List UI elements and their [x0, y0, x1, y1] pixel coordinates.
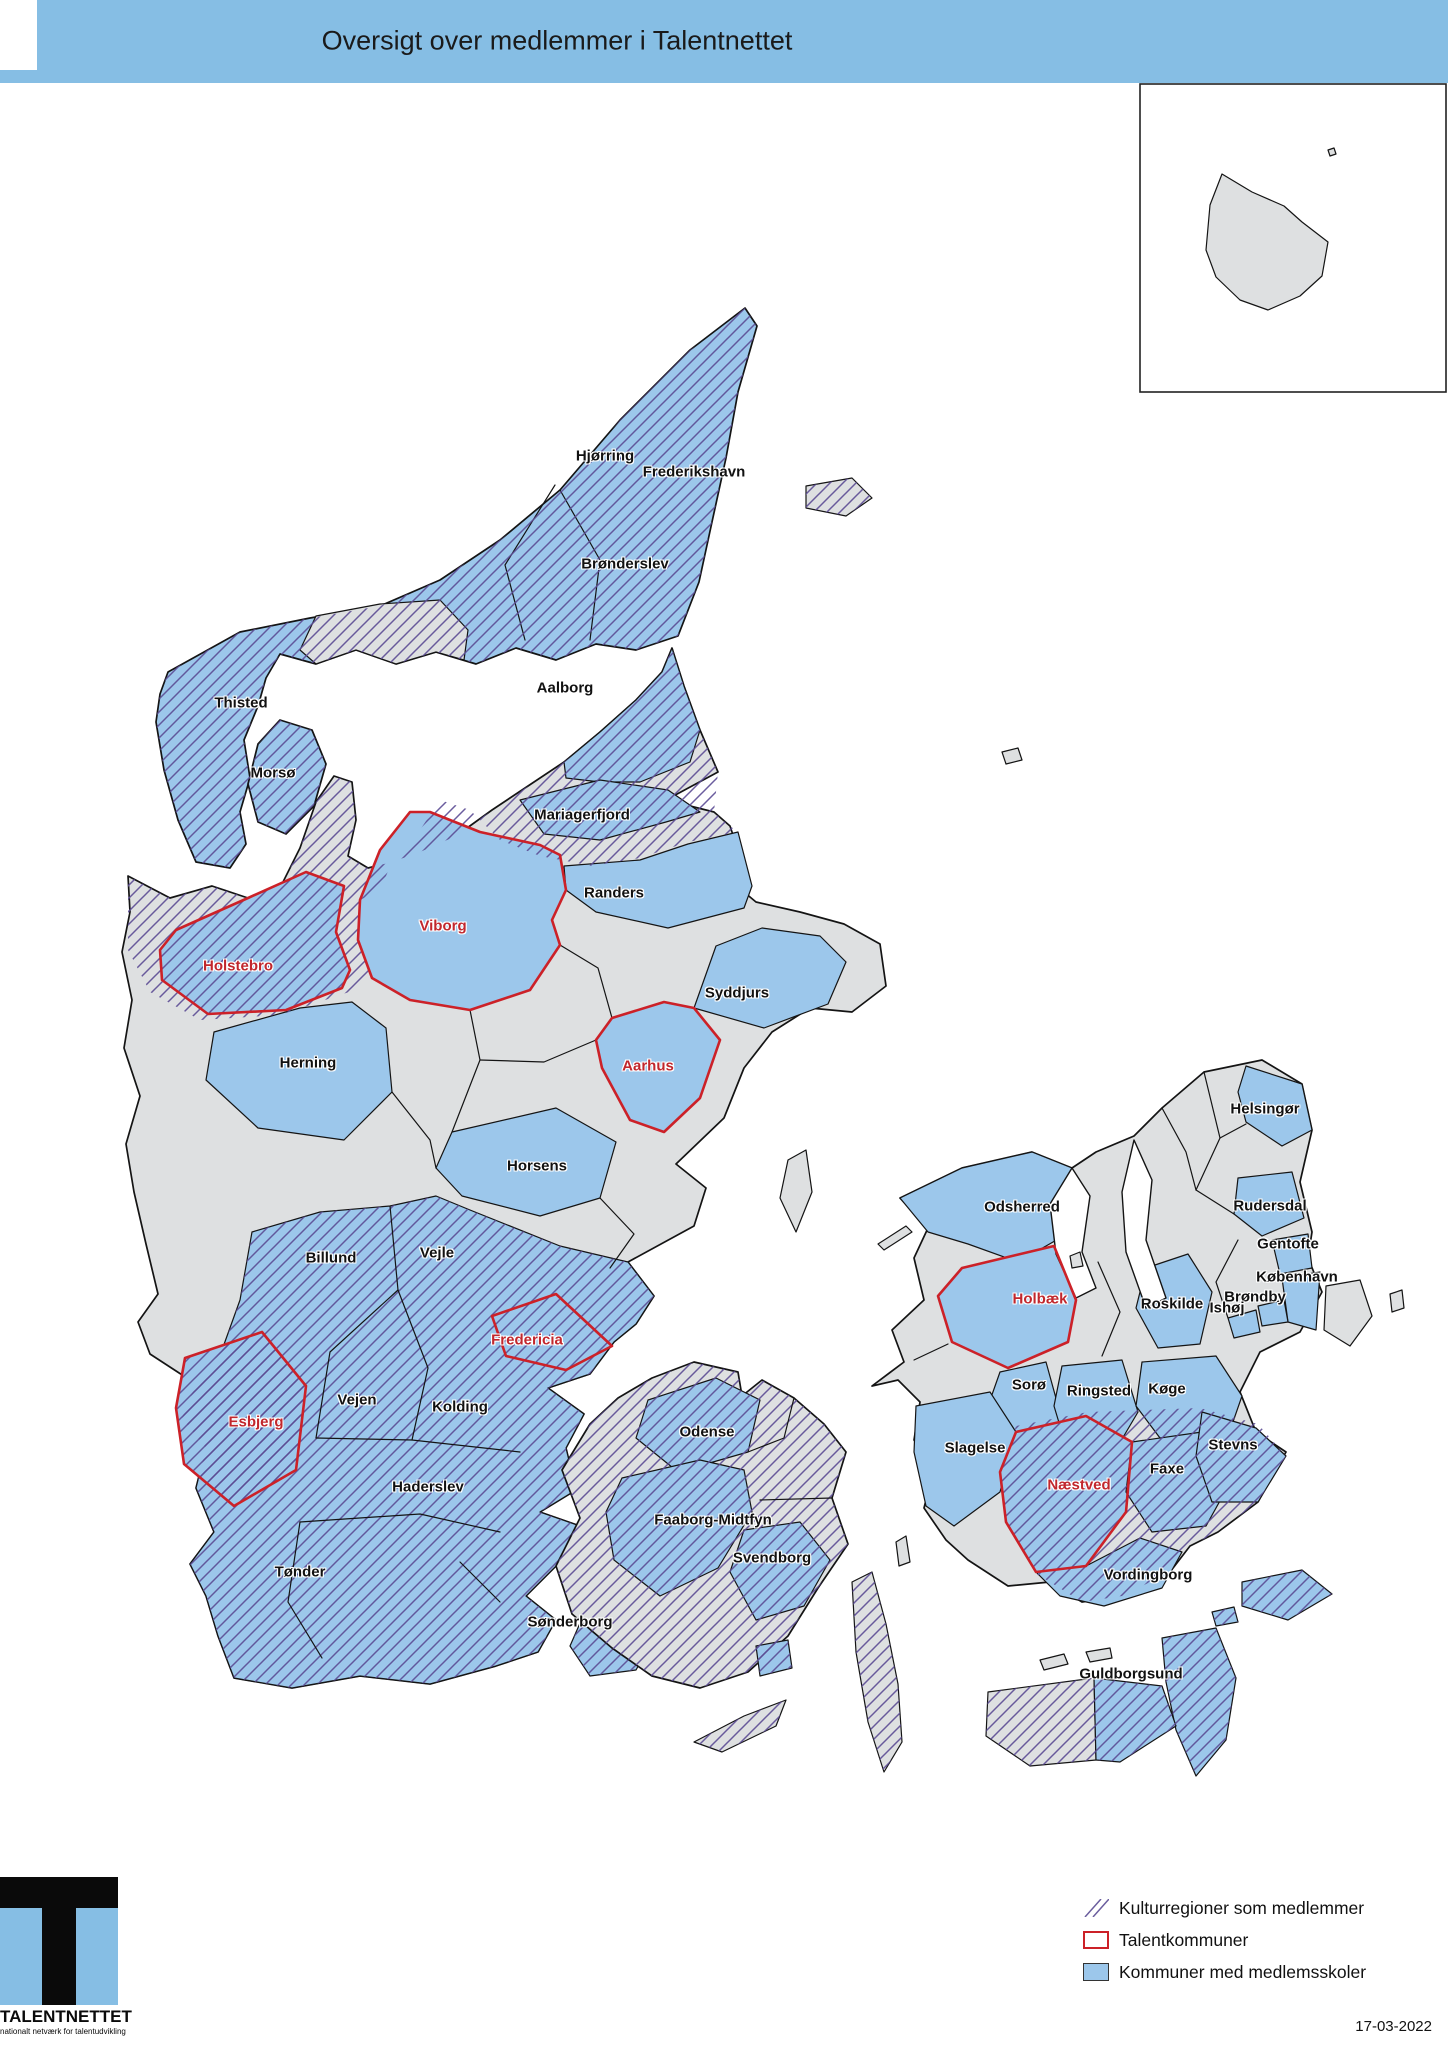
border-nyborg: [759, 1497, 833, 1501]
island-taasinge: [755, 1639, 793, 1677]
talent-borders: [158, 810, 1134, 1574]
border-skanderborg: [479, 1039, 597, 1063]
region-ishoej: [1227, 1309, 1261, 1339]
talent-border-holstebro: [158, 870, 352, 1016]
island-langeland: [851, 1571, 903, 1773]
region-slagelse: [913, 1391, 1017, 1527]
talent-border-viborg: [356, 810, 568, 1012]
border-fredensborg: [1219, 1123, 1247, 1139]
region-koebenhavn: [1281, 1271, 1321, 1331]
talent-border-fredericia: [490, 1292, 614, 1372]
island-samsoe: [779, 1149, 813, 1233]
talent-border-holbaek: [936, 1244, 1078, 1370]
region-zealand: [871, 1059, 1323, 1607]
region-aalborg: [563, 647, 701, 783]
border-alleroed: [1195, 1189, 1235, 1215]
red-outline-swatch-icon: [1083, 1931, 1109, 1949]
talent-border-aarhus: [594, 1000, 722, 1134]
border-favrskov: [559, 944, 613, 1019]
island-moen: [1241, 1569, 1333, 1621]
island-aeroe: [693, 1699, 787, 1753]
island-sejeroe: [877, 1225, 913, 1251]
border-vejen-kolding: [397, 1289, 429, 1441]
island-femoe: [1039, 1653, 1069, 1671]
talentnettet-t-icon: [0, 1877, 118, 2005]
island-lolland-east: [1093, 1677, 1177, 1763]
island-bogoe: [1211, 1606, 1239, 1627]
region-gentofte: [1271, 1233, 1313, 1275]
page-title: Oversigt over medlemmer i Talentnettet: [321, 25, 793, 56]
border-vestegnen: [1215, 1239, 1239, 1319]
border-gribskov: [1161, 1107, 1197, 1191]
bornholm-inset: [1139, 83, 1447, 393]
island-amager: [1323, 1279, 1373, 1347]
region-aarhus: [596, 1002, 720, 1132]
border-kerteminde: [747, 1397, 795, 1453]
roskilde-fjord: [1121, 1139, 1167, 1309]
legend-item-medlemsskoler: Kommuner med medlemsskoler: [1083, 1959, 1366, 1985]
region-syddjurs: [693, 927, 847, 1029]
region-holbaek: [938, 1246, 1076, 1368]
border-haderslev-north: [315, 1437, 521, 1453]
border-vejen-west: [315, 1289, 399, 1439]
region-helsingoer: [1237, 1065, 1313, 1147]
legend-label-kulturregioner: Kulturregioner som medlemmer: [1119, 1897, 1365, 1918]
border-kalundborg: [913, 1343, 949, 1361]
legend-label-talentkommuner: Talentkommuner: [1119, 1929, 1249, 1950]
border-ikast-brande: [391, 1091, 437, 1169]
border-aabenraa: [459, 1561, 501, 1603]
island-oroe: [1069, 1251, 1084, 1269]
border-lejre: [1097, 1261, 1121, 1357]
island-saltholm: [1389, 1289, 1405, 1313]
legend-label-medlemsskoler: Kommuner med medlemsskoler: [1119, 1961, 1367, 1982]
logo-tagline: nationalt netværk for talentudvikling: [0, 2027, 126, 2036]
blue-fill-swatch-icon: [1083, 1963, 1109, 1981]
island-fejoe: [1085, 1647, 1113, 1663]
region-funen: [555, 1361, 903, 1773]
island-anholt: [1001, 747, 1023, 765]
logo-name: TALENTNETTET: [0, 2007, 132, 2026]
border-billund-vejle: [389, 1205, 399, 1291]
talent-border-naestved: [998, 1414, 1134, 1574]
border-toender-east: [287, 1521, 323, 1659]
island-agersoe: [895, 1535, 911, 1567]
hatch-swatch-icon: [1083, 1899, 1109, 1917]
region-jammerbugt: [299, 599, 469, 665]
island-bornholm: [1205, 173, 1329, 311]
map-date: 17-03-2022: [1355, 2018, 1432, 2035]
island-laesoe: [805, 477, 873, 517]
border-hedensted: [599, 1197, 635, 1269]
region-southern-islands: [985, 1569, 1333, 1777]
legend: Kulturregioner som medlemmer Talentkommu…: [1083, 1895, 1366, 1985]
island-christiansoe: [1327, 147, 1337, 157]
border-toender-north: [299, 1513, 501, 1533]
region-rudersdal: [1233, 1171, 1305, 1237]
island-falster: [1161, 1627, 1237, 1777]
region-stevns: [1195, 1411, 1287, 1503]
talent-border-esbjerg: [174, 1330, 308, 1508]
talentnettet-logo: TALENTNETTET nationalt netværk for talen…: [0, 1877, 132, 2036]
legend-item-talentkommuner: Talentkommuner: [1083, 1927, 1366, 1953]
island-lolland-west: [985, 1677, 1097, 1767]
title-banner: [0, 0, 1448, 83]
region-broendby: [1257, 1299, 1289, 1327]
legend-item-kulturregioner: Kulturregioner som medlemmer: [1083, 1895, 1366, 1921]
banner-corner-notch: [0, 0, 37, 70]
